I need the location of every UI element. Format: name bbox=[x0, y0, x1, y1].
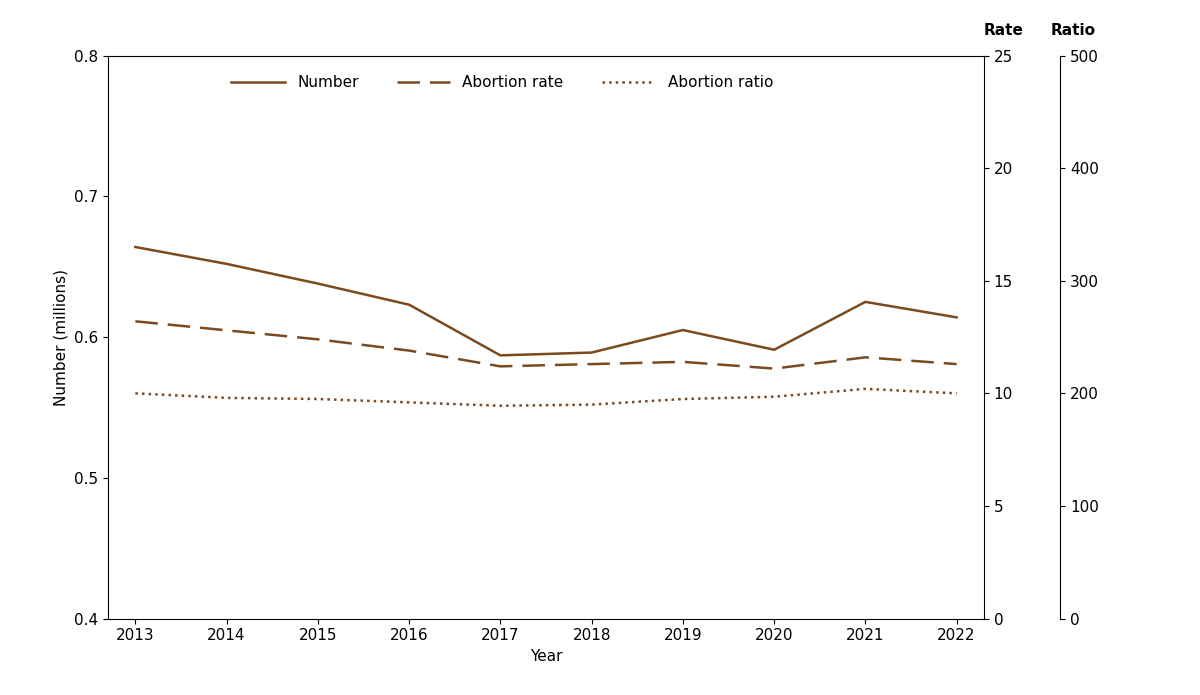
Abortion rate bbox=[220, 326, 234, 334]
Number bbox=[402, 300, 416, 309]
Line: Abortion ratio: Abortion ratio bbox=[136, 389, 956, 406]
Abortion ratio bbox=[676, 395, 690, 403]
Number bbox=[676, 326, 690, 334]
Text: Ratio: Ratio bbox=[1050, 23, 1096, 38]
Number bbox=[311, 279, 325, 288]
Line: Number: Number bbox=[136, 247, 956, 355]
Abortion rate bbox=[949, 360, 964, 368]
Abortion ratio bbox=[493, 402, 508, 410]
Abortion rate bbox=[493, 362, 508, 370]
Abortion rate bbox=[402, 346, 416, 354]
Legend: Number, Abortion rate, Abortion ratio: Number, Abortion rate, Abortion ratio bbox=[226, 69, 779, 96]
Abortion ratio bbox=[220, 393, 234, 402]
Number bbox=[949, 313, 964, 322]
Number bbox=[220, 260, 234, 268]
Abortion rate bbox=[584, 360, 599, 368]
Abortion ratio bbox=[584, 400, 599, 409]
Abortion ratio bbox=[858, 385, 872, 393]
Line: Abortion rate: Abortion rate bbox=[136, 321, 956, 368]
Abortion ratio bbox=[402, 398, 416, 407]
Abortion rate bbox=[128, 317, 143, 325]
Abortion rate bbox=[858, 353, 872, 361]
Abortion ratio bbox=[128, 389, 143, 398]
Number bbox=[767, 345, 781, 354]
Abortion ratio bbox=[949, 389, 964, 398]
X-axis label: Year: Year bbox=[529, 649, 563, 664]
Abortion ratio bbox=[311, 395, 325, 403]
Abortion rate bbox=[311, 335, 325, 343]
Abortion rate bbox=[767, 364, 781, 373]
Abortion ratio bbox=[767, 393, 781, 401]
Y-axis label: Number (millions): Number (millions) bbox=[54, 268, 68, 406]
Number bbox=[584, 348, 599, 357]
Abortion rate bbox=[676, 358, 690, 366]
Number bbox=[858, 297, 872, 306]
Number bbox=[493, 351, 508, 359]
Number bbox=[128, 243, 143, 251]
Text: Rate: Rate bbox=[983, 23, 1024, 38]
